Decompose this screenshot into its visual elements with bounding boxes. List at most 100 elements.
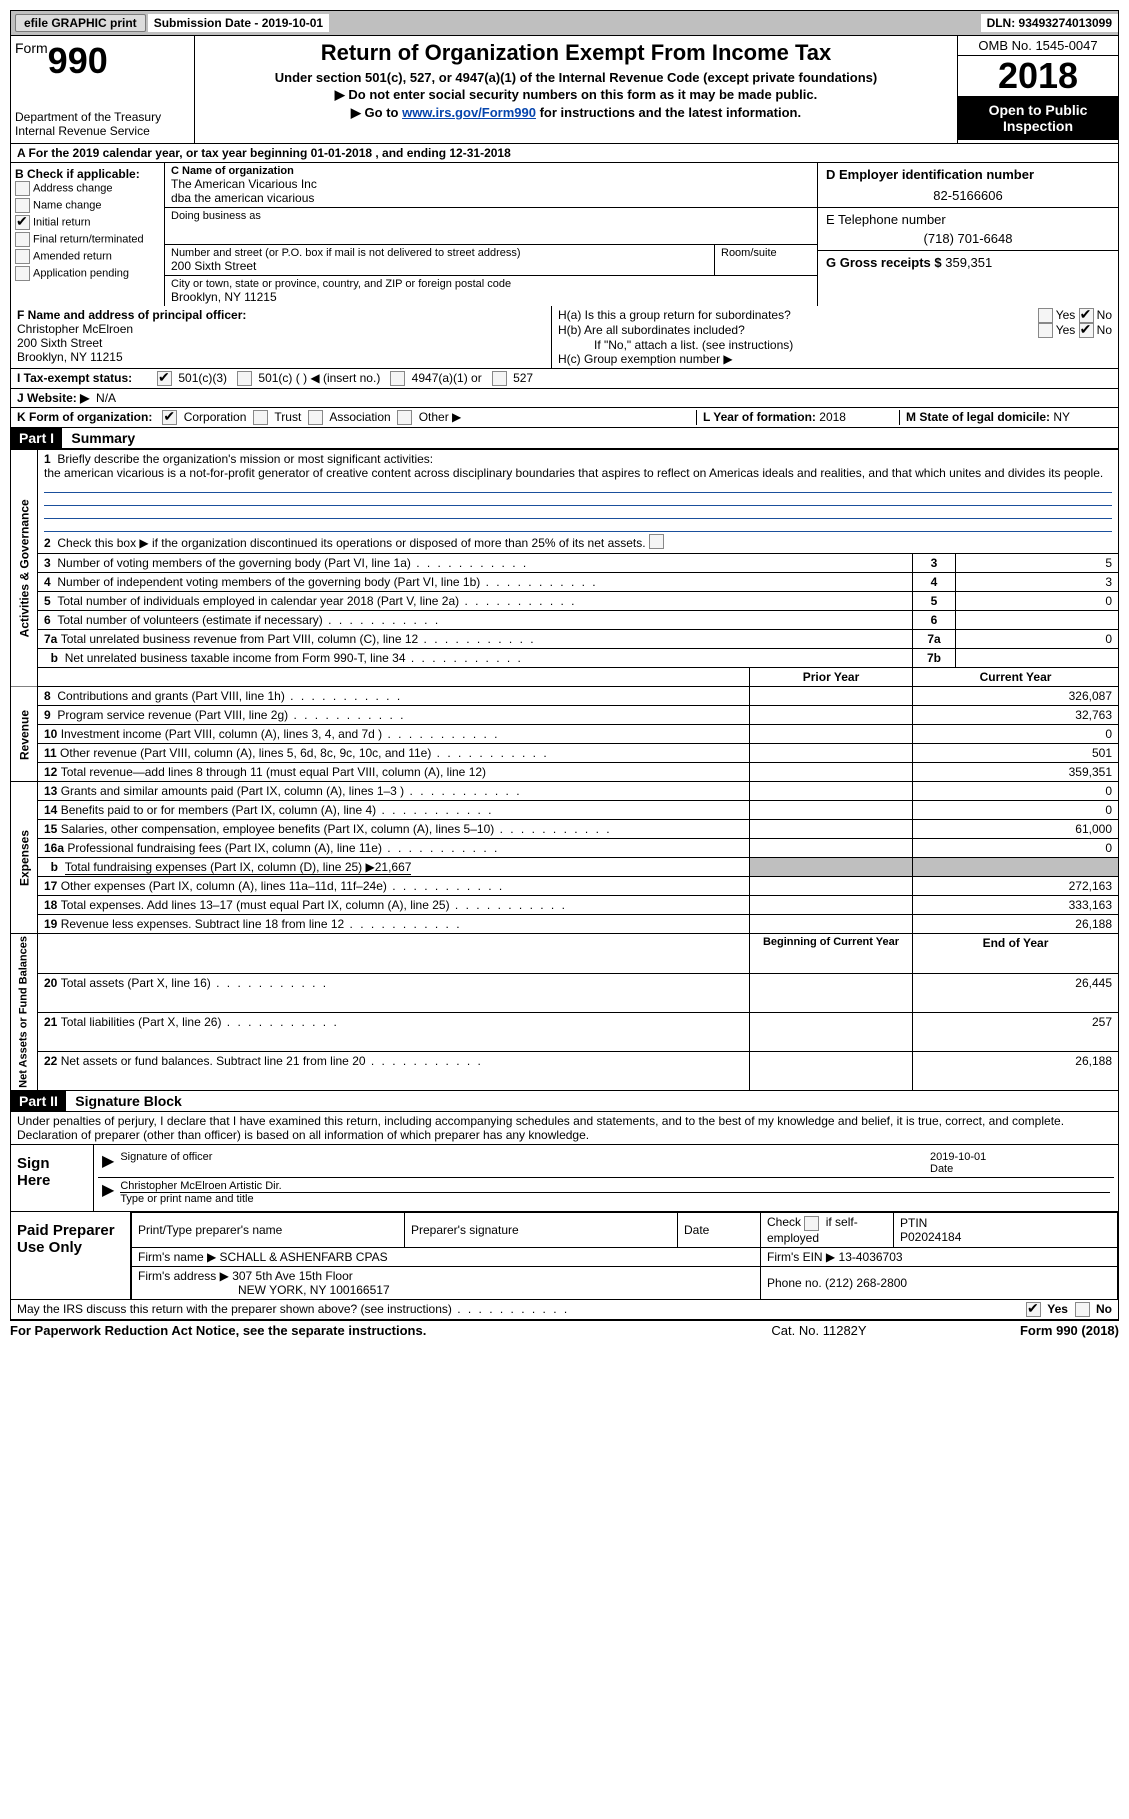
firm-name: SCHALL & ASHENFARB CPAS <box>220 1250 388 1264</box>
table-row: 19 Revenue less expenses. Subtract line … <box>11 915 1119 934</box>
table-row: b Net unrelated business taxable income … <box>11 649 1119 668</box>
penalties-text: Under penalties of perjury, I declare th… <box>10 1112 1119 1145</box>
gross-value: 359,351 <box>945 255 992 270</box>
open-inspection: Open to Public Inspection <box>958 96 1118 140</box>
dln-number: DLN: 93493274013099 <box>981 14 1118 32</box>
chk-app-pending[interactable]: Application pending <box>15 266 160 281</box>
chk-4947[interactable] <box>390 371 405 386</box>
part2-title: Signature Block <box>69 1091 188 1111</box>
table-row: 17 Other expenses (Part IX, column (A), … <box>11 877 1119 896</box>
form-note-2: ▶ Go to www.irs.gov/Form990 for instruct… <box>199 105 953 121</box>
chk-527[interactable] <box>492 371 507 386</box>
form-title: Return of Organization Exempt From Incom… <box>199 40 953 66</box>
chk-final-return[interactable]: Final return/terminated <box>15 232 160 247</box>
submission-date: Submission Date - 2019-10-01 <box>148 14 329 32</box>
table-row: 14 Benefits paid to or for members (Part… <box>11 801 1119 820</box>
table-row: 12 Total revenue—add lines 8 through 11 … <box>11 763 1119 782</box>
hc-label: H(c) Group exemption number ▶ <box>558 352 1112 366</box>
box-c: C Name of organization The American Vica… <box>165 163 817 306</box>
discuss-yes[interactable] <box>1026 1302 1041 1317</box>
officer-street: 200 Sixth Street <box>17 336 545 350</box>
street-value: 200 Sixth Street <box>171 259 708 273</box>
chk-address-change[interactable]: Address change <box>15 181 160 196</box>
phone-label: E Telephone number <box>826 212 1110 227</box>
footer-left: For Paperwork Reduction Act Notice, see … <box>10 1323 719 1338</box>
table-row: 16a Professional fundraising fees (Part … <box>11 839 1119 858</box>
city-label: City or town, state or province, country… <box>171 278 811 290</box>
city-value: Brooklyn, NY 11215 <box>171 290 811 304</box>
topbar: efile GRAPHIC print Submission Date - 20… <box>10 10 1119 36</box>
ein-label: D Employer identification number <box>826 167 1110 182</box>
mission-text: the american vicarious is a not-for-prof… <box>44 466 1103 480</box>
chk-trust[interactable] <box>253 410 268 425</box>
chk-discontinued[interactable] <box>649 534 664 549</box>
hb-label: H(b) Are all subordinates included? <box>558 323 1038 337</box>
org-name-label: C Name of organization <box>171 165 811 177</box>
org-dba: dba the american vicarious <box>171 191 811 205</box>
sec-na-label: Net Assets or Fund Balances <box>11 934 38 1091</box>
hb-no[interactable] <box>1079 323 1094 338</box>
row-j-label: J Website: ▶ <box>17 391 89 405</box>
state-domicile: NY <box>1053 410 1070 424</box>
paid-preparer-label: Paid Preparer Use Only <box>11 1212 131 1298</box>
table-row: 4 Number of independent voting members o… <box>11 573 1119 592</box>
chk-initial-return[interactable]: Initial return <box>15 215 160 230</box>
form-word: Form <box>15 40 48 56</box>
table-row: 15 Salaries, other compensation, employe… <box>11 820 1119 839</box>
table-row: 18 Total expenses. Add lines 13–17 (must… <box>11 896 1119 915</box>
irs-link[interactable]: www.irs.gov/Form990 <box>402 105 536 120</box>
form-number: 990 <box>48 40 108 82</box>
table-row: 10 Investment income (Part VIII, column … <box>11 725 1119 744</box>
org-name: The American Vicarious Inc <box>171 177 811 191</box>
ha-label: H(a) Is this a group return for subordin… <box>558 308 1038 322</box>
hb-yes[interactable] <box>1038 323 1053 338</box>
sec-exp-label: Expenses <box>11 782 38 934</box>
discuss-text: May the IRS discuss this return with the… <box>17 1302 1026 1317</box>
box-b-label: B Check if applicable: <box>15 167 160 181</box>
firm-phone: (212) 268-2800 <box>825 1276 907 1290</box>
part2-header: Part II <box>11 1091 66 1111</box>
street-label: Number and street (or P.O. box if mail i… <box>171 247 708 259</box>
chk-assoc[interactable] <box>308 410 323 425</box>
footer-cat: Cat. No. 11282Y <box>719 1323 919 1338</box>
chk-corp[interactable] <box>162 410 177 425</box>
table-row: 21 Total liabilities (Part X, line 26)25… <box>11 1012 1119 1051</box>
officer-printed-name: Christopher McElroen Artistic Dir. <box>120 1180 1110 1193</box>
chk-self-employed[interactable] <box>804 1216 819 1231</box>
chk-name-change[interactable]: Name change <box>15 198 160 213</box>
gross-label: G Gross receipts $ <box>826 255 942 270</box>
year-formation: 2018 <box>819 410 846 424</box>
arrow-icon: ▶ <box>102 1180 114 1205</box>
ptin-value: P02024184 <box>900 1230 961 1244</box>
phone-value: (718) 701-6648 <box>826 227 1110 246</box>
website-value: N/A <box>96 391 116 405</box>
chk-501c[interactable] <box>237 371 252 386</box>
footer-form: Form 990 (2018) <box>919 1323 1119 1338</box>
sign-here-label: Sign Here <box>11 1145 94 1211</box>
discuss-no[interactable] <box>1075 1302 1090 1317</box>
officer-city: Brooklyn, NY 11215 <box>17 350 545 364</box>
part1-title: Summary <box>65 428 141 448</box>
officer-label: F Name and address of principal officer: <box>17 308 545 322</box>
room-label: Room/suite <box>715 245 817 275</box>
table-row: 3 Number of voting members of the govern… <box>11 554 1119 573</box>
row-i-label: I Tax-exempt status: <box>17 371 157 385</box>
form-subtitle: Under section 501(c), 527, or 4947(a)(1)… <box>199 70 953 85</box>
summary-table: Activities & Governance 1 Briefly descri… <box>10 449 1119 1091</box>
chk-amended[interactable]: Amended return <box>15 249 160 264</box>
omb-number: OMB No. 1545-0047 <box>958 36 1118 56</box>
sig-date: 2019-10-01 <box>930 1151 986 1163</box>
firm-city: NEW YORK, NY 100166517 <box>138 1283 390 1297</box>
table-row: 6 Total number of volunteers (estimate i… <box>11 611 1119 630</box>
table-row: 22 Net assets or fund balances. Subtract… <box>11 1052 1119 1091</box>
ein-value: 82-5166606 <box>826 182 1110 203</box>
chk-501c3[interactable] <box>157 371 172 386</box>
sec-ag-label: Activities & Governance <box>11 450 38 687</box>
ha-yes[interactable] <box>1038 308 1053 323</box>
form-note-1: ▶ Do not enter social security numbers o… <box>199 87 953 103</box>
table-row: 11 Other revenue (Part VIII, column (A),… <box>11 744 1119 763</box>
dept-label: Department of the Treasury Internal Reve… <box>15 110 190 139</box>
chk-other[interactable] <box>397 410 412 425</box>
efile-print-button[interactable]: efile GRAPHIC print <box>15 14 146 32</box>
officer-name: Christopher McElroen <box>17 322 545 336</box>
